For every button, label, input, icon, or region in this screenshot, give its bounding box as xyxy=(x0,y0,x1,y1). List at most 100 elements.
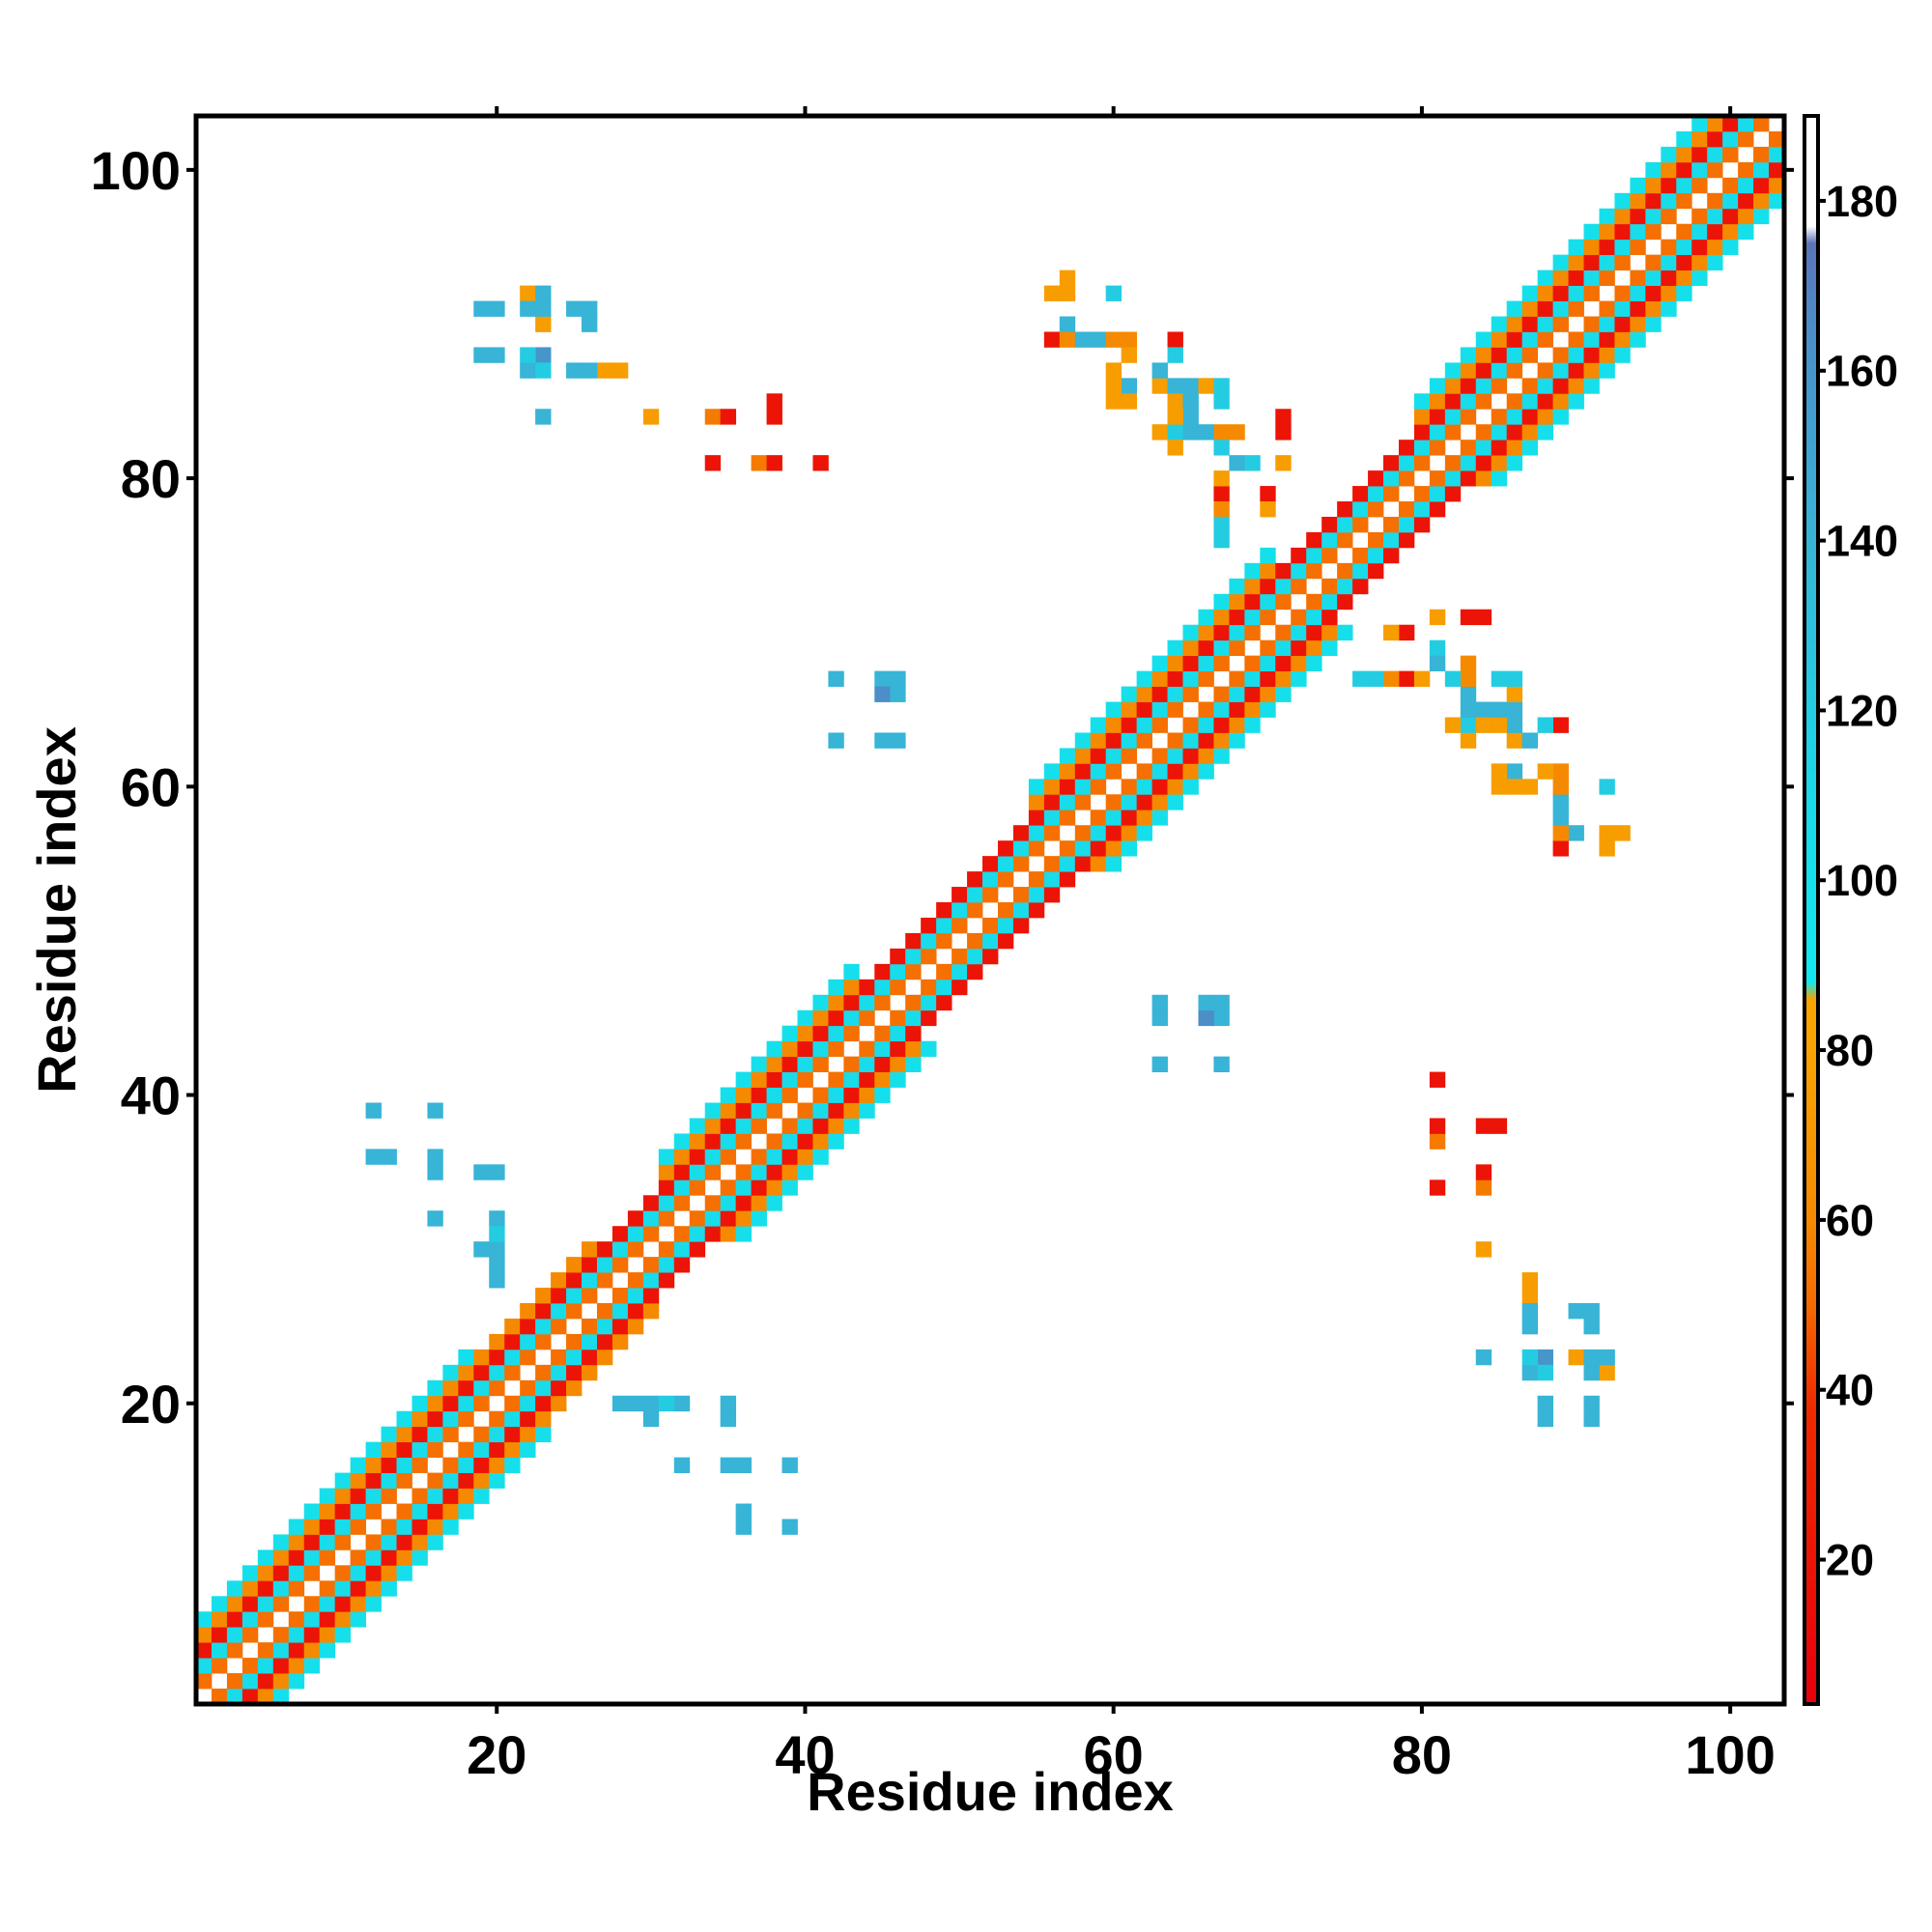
heatmap-cell xyxy=(751,1195,767,1211)
heatmap-cell xyxy=(905,994,922,1011)
heatmap-cell xyxy=(967,871,983,888)
heatmap-cell xyxy=(1383,547,1400,564)
heatmap-cell xyxy=(442,1457,459,1473)
heatmap-cell xyxy=(381,1580,397,1597)
heatmap-cell xyxy=(350,1611,366,1628)
heatmap-cell xyxy=(350,1596,366,1612)
heatmap-cell xyxy=(596,1349,613,1366)
heatmap-cell xyxy=(874,686,891,702)
heatmap-cell xyxy=(1583,270,1600,286)
heatmap-cell xyxy=(642,1226,660,1242)
heatmap-cell xyxy=(1475,470,1492,487)
heatmap-cell xyxy=(1090,748,1107,764)
heatmap-cell xyxy=(828,1102,844,1119)
heatmap-cell xyxy=(396,1472,412,1489)
heatmap-cell xyxy=(381,1549,397,1566)
heatmap-cell xyxy=(812,1025,829,1042)
heatmap-cell xyxy=(1028,887,1045,903)
heatmap-cell xyxy=(611,1288,629,1304)
heatmap-cell xyxy=(797,1133,813,1150)
heatmap-cell xyxy=(642,1395,660,1412)
y-axis-title: Residue index xyxy=(26,726,87,1094)
heatmap-cell xyxy=(412,1549,428,1566)
x-axis-title: Residue index xyxy=(807,1761,1174,1822)
heatmap-cell xyxy=(982,917,999,934)
heatmap-cell xyxy=(1552,347,1569,363)
heatmap-cell xyxy=(1491,424,1508,440)
heatmap-cell xyxy=(1321,578,1338,595)
heatmap-cell xyxy=(611,1257,629,1273)
heatmap-cell xyxy=(735,1210,752,1227)
heatmap-cell xyxy=(1521,378,1539,394)
heatmap-cell xyxy=(843,1056,860,1072)
heatmap-cell xyxy=(582,316,598,332)
heatmap-cell xyxy=(1275,409,1292,425)
heatmap-cells xyxy=(196,116,1785,1705)
heatmap-cell xyxy=(1614,223,1631,241)
heatmap-cell xyxy=(242,1673,259,1690)
heatmap-cell xyxy=(1645,177,1662,194)
heatmap-cell xyxy=(1568,393,1584,410)
heatmap-cell xyxy=(1291,670,1307,687)
heatmap-cell xyxy=(551,1364,567,1381)
heatmap-cell xyxy=(1691,208,1708,225)
heatmap-cell xyxy=(1244,455,1261,471)
heatmap-cell xyxy=(257,1580,274,1597)
heatmap-cell xyxy=(859,1056,875,1072)
heatmap-cell xyxy=(689,1164,706,1180)
heatmap-cell xyxy=(242,1611,259,1628)
colorbar-tick-label: 160 xyxy=(1826,347,1898,396)
heatmap-cell xyxy=(1552,840,1569,857)
heatmap-cell xyxy=(905,948,922,965)
heatmap-cell xyxy=(396,1565,412,1581)
heatmap-cell xyxy=(381,1534,397,1550)
heatmap-cell xyxy=(350,1457,366,1473)
heatmap-cell xyxy=(1460,393,1477,410)
heatmap-cell xyxy=(242,1596,259,1612)
heatmap-cell xyxy=(1167,701,1183,718)
heatmap-cell xyxy=(1599,316,1615,332)
heatmap-cell xyxy=(1722,177,1739,194)
heatmap-cell xyxy=(1213,593,1230,611)
heatmap-cell xyxy=(1738,192,1754,210)
heatmap-cell xyxy=(1383,670,1400,687)
heatmap-cell xyxy=(1213,655,1230,671)
heatmap-cell xyxy=(797,1164,813,1180)
heatmap-cell xyxy=(535,409,552,425)
heatmap-cell xyxy=(952,917,968,934)
heatmap-cell xyxy=(1275,624,1292,641)
heatmap-cell xyxy=(1012,917,1030,934)
heatmap-cell xyxy=(1337,578,1353,595)
heatmap-cell xyxy=(828,1133,844,1150)
heatmap-cell xyxy=(828,979,844,996)
heatmap-cell xyxy=(828,1025,844,1042)
heatmap-cell xyxy=(1707,116,1723,132)
heatmap-cell xyxy=(982,887,999,903)
heatmap-cell xyxy=(1552,409,1569,425)
heatmap-cell xyxy=(1491,331,1508,348)
heatmap-cell xyxy=(489,347,505,363)
heatmap-cell xyxy=(890,1056,906,1072)
heatmap-cell xyxy=(520,1379,536,1397)
heatmap-cell xyxy=(303,1534,321,1550)
heatmap-cell xyxy=(582,1241,598,1258)
heatmap-cell xyxy=(257,1596,274,1612)
heatmap-cell xyxy=(1537,362,1553,379)
heatmap-cell xyxy=(1491,470,1508,487)
heatmap-cell xyxy=(1707,208,1723,225)
heatmap-cell xyxy=(1151,670,1168,687)
heatmap-cell xyxy=(1429,1118,1446,1134)
heatmap-cell xyxy=(751,1056,767,1072)
heatmap-cell xyxy=(412,1410,428,1428)
heatmap-cell xyxy=(766,1087,782,1103)
heatmap-cell xyxy=(1383,486,1400,502)
heatmap-cell xyxy=(303,1658,321,1674)
heatmap-cell xyxy=(582,362,598,379)
heatmap-cell xyxy=(334,1627,352,1643)
heatmap-cell xyxy=(890,1009,906,1027)
heatmap-cell xyxy=(458,1410,474,1428)
heatmap-cell xyxy=(1691,239,1708,256)
heatmap-cell xyxy=(1444,470,1462,487)
heatmap-cell xyxy=(1167,393,1183,410)
heatmap-cell xyxy=(1521,1349,1539,1366)
